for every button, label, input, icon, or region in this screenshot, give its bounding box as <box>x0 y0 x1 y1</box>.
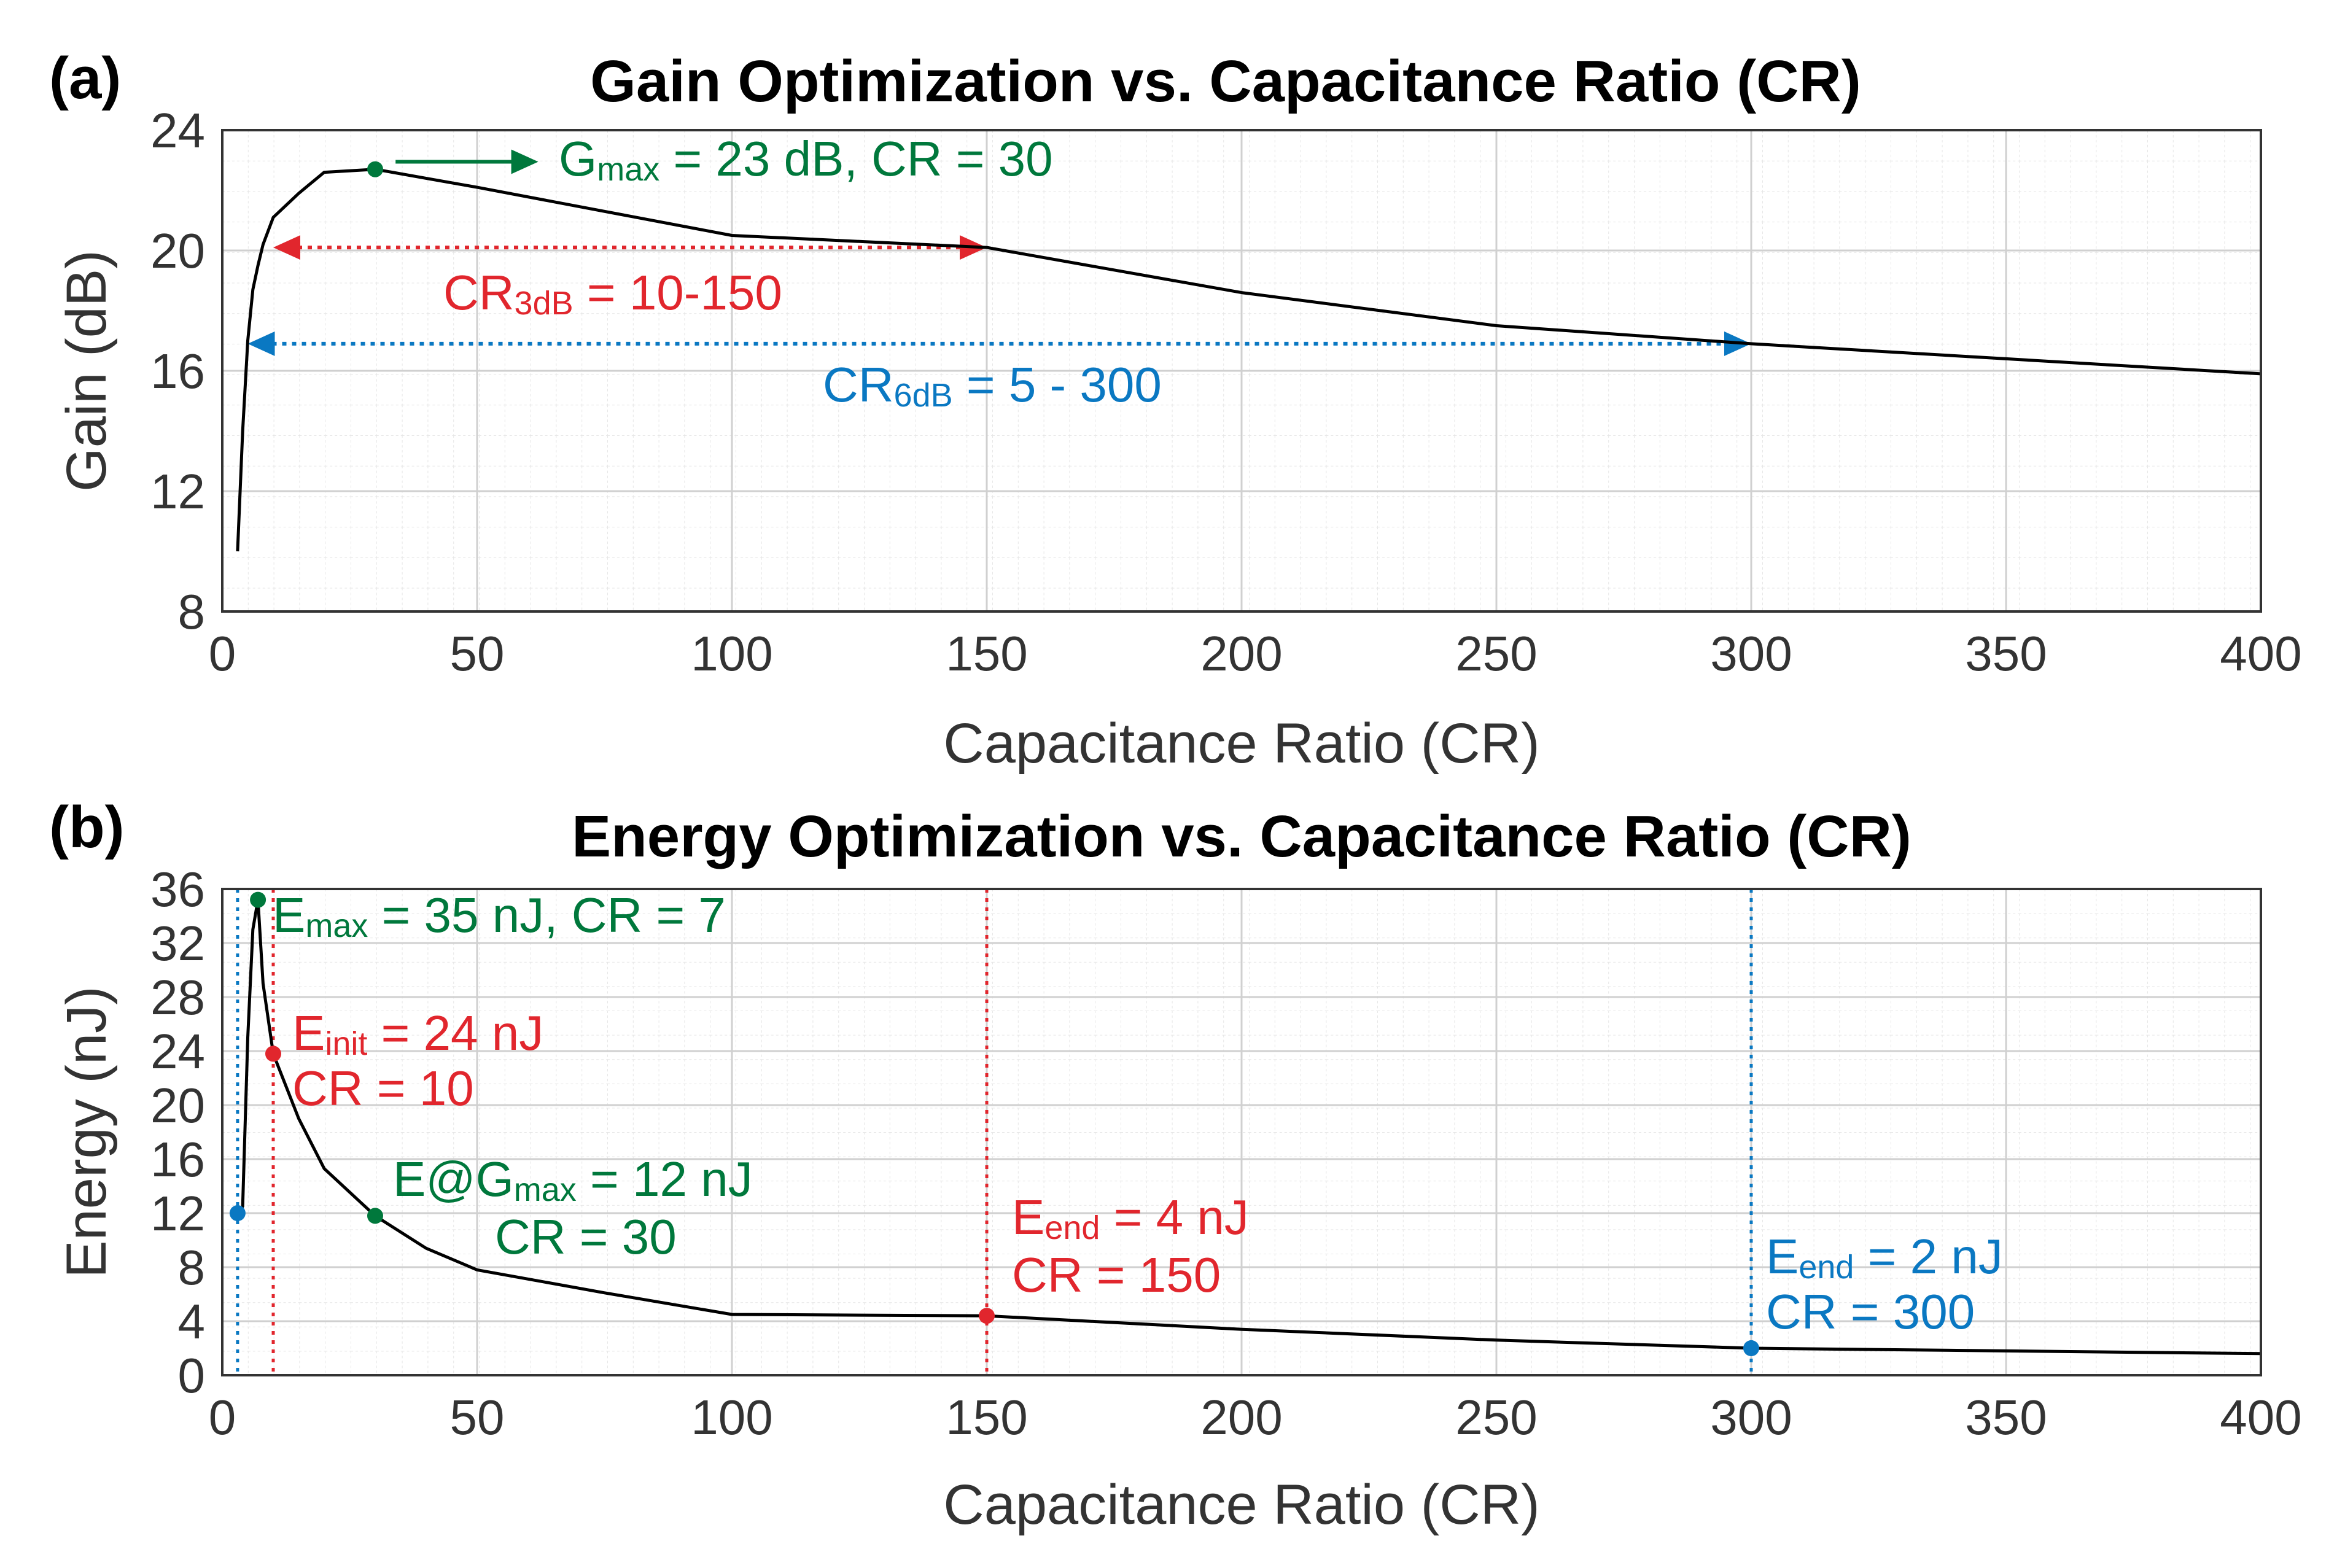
x-axis-label-b: Capacitance Ratio (CR) <box>943 1473 1539 1536</box>
panel-a-label: (a) <box>49 45 121 111</box>
x-tick-label: 350 <box>1965 1390 2047 1445</box>
major-grid-a <box>221 129 2262 613</box>
y-tick-label: 16 <box>150 1132 205 1187</box>
y-axis-label-b: Energy (nJ) <box>55 986 118 1278</box>
x-tick-label: 0 <box>209 626 236 681</box>
y-tick-label: 4 <box>178 1294 206 1349</box>
x-tick-label: 250 <box>1455 1390 1537 1445</box>
y-axis-label-a: Gain (dB) <box>55 250 118 492</box>
energy-at-gmax-marker <box>367 1208 383 1224</box>
annotation-cr6db: CR6dB = 5 - 300 <box>823 357 1162 414</box>
plot-frame-b <box>221 888 2262 1376</box>
x-tick-label: 100 <box>691 626 772 681</box>
energy-start-marker <box>229 1205 246 1221</box>
gain-series-line <box>236 168 2261 552</box>
x-tick-label: 200 <box>1200 626 1282 681</box>
y-tick-label: 24 <box>150 1024 205 1079</box>
annotation-einit: Einit = 24 nJ CR = 10 <box>292 1006 543 1116</box>
x-axis-label-a: Capacitance Ratio (CR) <box>943 712 1539 775</box>
panel-a: (a) Gain Optimization vs. Capacitance Ra… <box>49 45 2302 775</box>
y-tick-label: 8 <box>178 1240 206 1295</box>
y-tick-label: 24 <box>150 103 205 158</box>
y-tick-label: 28 <box>150 970 205 1025</box>
x-tick-label: 150 <box>946 1390 1027 1445</box>
tick-labels-b: 0 50 100 150 200 250 300 350 400 0481216202428323… <box>150 862 2302 1445</box>
x-tick-label: 400 <box>2220 1390 2301 1445</box>
x-tick-label: 0 <box>209 1390 236 1445</box>
x-tick-label: 50 <box>450 1390 505 1445</box>
plot-frame-a <box>221 129 2262 613</box>
y-tick-label: 36 <box>150 862 205 917</box>
y-tick-label: 20 <box>150 223 205 278</box>
x-tick-label: 250 <box>1455 626 1537 681</box>
x-tick-label: 350 <box>1965 626 2047 681</box>
x-tick-label: 300 <box>1710 626 1792 681</box>
y-tick-label: 16 <box>150 344 205 398</box>
panel-a-title: Gain Optimization vs. Capacitance Ratio … <box>590 49 1861 114</box>
y-tick-label: 20 <box>150 1078 205 1133</box>
y-tick-label: 0 <box>178 1348 206 1403</box>
annotation-eend-cr150: Eend = 4 nJ CR = 150 <box>1012 1190 1249 1302</box>
y-tick-label: 8 <box>178 584 206 639</box>
energy-series-line <box>236 898 2261 1356</box>
panel-b-label: (b) <box>49 794 125 860</box>
annotation-gmax: Gmax = 23 dB, CR = 30 <box>559 131 1053 188</box>
energy-max-marker <box>250 891 266 908</box>
guide-arrow-gmax-head <box>511 149 539 174</box>
gain-max-marker <box>367 161 383 177</box>
energy-end-cr150-marker <box>979 1308 995 1324</box>
panel-b: (b) Energy Optimization vs. Capacitance … <box>49 794 2302 1536</box>
x-tick-label: 100 <box>691 1390 772 1445</box>
annotation-cr3db: CR3dB = 10-150 <box>443 265 782 322</box>
annotation-emax: Emax = 35 nJ, CR = 7 <box>273 888 726 944</box>
y-tick-label: 32 <box>150 916 205 971</box>
guide-arrow-cr6db-head-left <box>247 331 275 356</box>
energy-init-marker <box>265 1046 281 1062</box>
x-tick-label: 50 <box>450 626 505 681</box>
annotation-eend-cr300: Eend = 2 nJ CR = 300 <box>1766 1229 2003 1339</box>
x-tick-label: 200 <box>1200 1390 1282 1445</box>
guide-arrow-cr3db-head-left <box>273 235 300 260</box>
energy-end-cr300-marker <box>1743 1340 1759 1356</box>
tick-labels-a: 0 50 100 150 200 250 300 350 400 8 12 16 20 24 <box>150 103 2302 681</box>
annotation-e-at-gmax: E@Gmax = 12 nJ CR = 30 <box>393 1152 753 1264</box>
x-tick-label: 400 <box>2220 626 2301 681</box>
x-tick-label: 300 <box>1710 1390 1792 1445</box>
y-tick-label: 12 <box>150 1186 205 1241</box>
x-tick-label: 150 <box>946 626 1027 681</box>
y-tick-label: 12 <box>150 464 205 519</box>
panel-b-title: Energy Optimization vs. Capacitance Rati… <box>572 804 1911 869</box>
